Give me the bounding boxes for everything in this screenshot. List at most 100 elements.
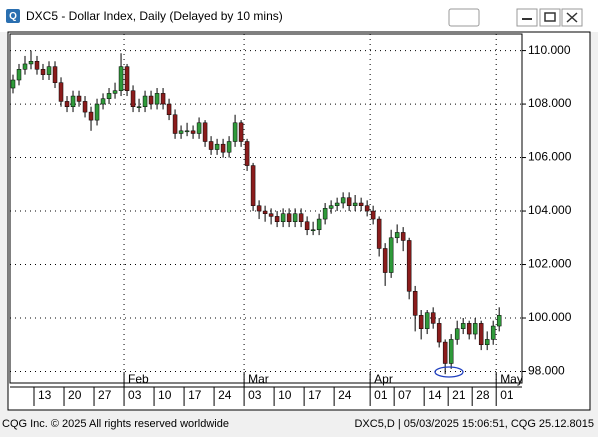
candle-body	[466, 323, 472, 335]
y-tick-label: 100.000	[528, 310, 572, 324]
x-tick-label: 17	[308, 388, 322, 402]
y-tick-label: 108.000	[528, 96, 572, 110]
candle-body	[346, 197, 352, 206]
candle-body	[172, 114, 178, 134]
candle-body	[496, 315, 502, 327]
candle-body	[370, 210, 376, 220]
candle-body	[400, 232, 406, 241]
candle-body	[490, 325, 496, 340]
candle-body	[142, 95, 148, 107]
low-highlight	[434, 366, 464, 378]
candle-body	[472, 323, 478, 335]
x-tick-label: 28	[476, 388, 490, 402]
x-tick-label: 03	[248, 388, 262, 402]
candle-body	[124, 66, 130, 91]
y-tick-label: 110.000	[528, 43, 571, 57]
candle-body	[10, 79, 16, 89]
candle-body	[76, 95, 82, 102]
x-tick-label: 24	[338, 388, 352, 402]
y-tick-label: 98.000	[528, 364, 565, 378]
x-tick-label: 24	[218, 388, 232, 402]
candle-body	[190, 130, 196, 134]
candle-body	[358, 202, 364, 206]
x-tick-label: 21	[452, 388, 466, 402]
candle-body	[40, 69, 46, 75]
candle-body	[388, 237, 394, 273]
x-tick-label: 13	[38, 388, 52, 402]
candle-body	[52, 66, 58, 83]
candle-body	[280, 213, 286, 222]
month-label: May	[500, 372, 523, 386]
candle-body	[484, 339, 490, 346]
candle-body	[328, 205, 334, 209]
candle-body	[46, 66, 52, 75]
app-icon-letter: Q	[9, 11, 17, 22]
maximize-button[interactable]	[539, 8, 561, 27]
footer-right: DXC5,D | 05/03/2025 15:06:51, CQG 25.12.…	[354, 418, 594, 430]
candle-body	[304, 221, 310, 231]
axis-labels: 98.000 100.000 102.000 104.000 106.000 108.00…	[38, 43, 572, 402]
candle-body	[148, 95, 154, 105]
candle-body	[112, 90, 118, 94]
x-tick-label: 10	[278, 388, 292, 402]
candle-body	[430, 312, 436, 324]
candle-body	[394, 232, 400, 239]
candle-body	[226, 141, 232, 153]
plot-area	[9, 33, 523, 384]
footer-left: CQG Inc. © 2025 All rights reserved worl…	[2, 418, 229, 430]
x-tick-label: 01	[500, 388, 514, 402]
candles	[10, 50, 502, 375]
candle-body	[70, 95, 76, 107]
y-tick-label: 104.000	[528, 203, 572, 217]
x-tick-label: 17	[188, 388, 202, 402]
candle-body	[160, 93, 166, 105]
window-title: DXC5 - Dollar Index, Daily (Delayed by 1…	[26, 9, 283, 23]
x-tick-label: 01	[374, 388, 388, 402]
candle-body	[166, 103, 172, 116]
candle-body	[448, 339, 454, 364]
candle-body	[478, 323, 484, 346]
app-icon	[6, 9, 20, 23]
candle-body	[334, 202, 340, 206]
x-tick-label: 27	[98, 388, 112, 402]
candle-body	[382, 248, 388, 273]
candle-body	[220, 143, 226, 153]
candle-body	[232, 122, 238, 142]
month-label: Apr	[374, 372, 393, 386]
candle-body	[268, 213, 274, 217]
candle-body	[184, 130, 190, 133]
y-tick-label: 102.000	[528, 257, 572, 271]
candle-body	[22, 63, 28, 70]
candle-body	[250, 165, 256, 206]
title-bar	[0, 0, 598, 32]
candle-body	[262, 210, 268, 214]
candle-body	[292, 213, 298, 222]
candle-body	[454, 328, 460, 340]
link-button[interactable]	[448, 8, 480, 27]
candle-body	[106, 93, 112, 99]
month-label: Feb	[128, 372, 149, 386]
candle-body	[286, 213, 292, 222]
candle-body	[214, 143, 220, 150]
candle-body	[418, 315, 424, 329]
candle-body	[460, 323, 466, 329]
candle-body	[256, 205, 262, 212]
candle-body	[352, 202, 358, 206]
candle-body	[136, 106, 142, 108]
candle-body	[100, 98, 106, 105]
candle-body	[340, 197, 346, 204]
candle-body	[436, 323, 442, 343]
minimize-icon	[522, 18, 532, 20]
candle-body	[16, 69, 22, 81]
candle-body	[178, 130, 184, 134]
candle-body	[310, 229, 316, 232]
candle-body	[412, 291, 418, 316]
month-label: Mar	[248, 372, 269, 386]
candle-body	[298, 213, 304, 222]
minimize-button[interactable]	[516, 8, 538, 27]
candle-body	[244, 141, 250, 166]
candle-body	[196, 122, 202, 134]
y-tick-label: 106.000	[528, 150, 572, 164]
x-tick-label: 03	[128, 388, 142, 402]
